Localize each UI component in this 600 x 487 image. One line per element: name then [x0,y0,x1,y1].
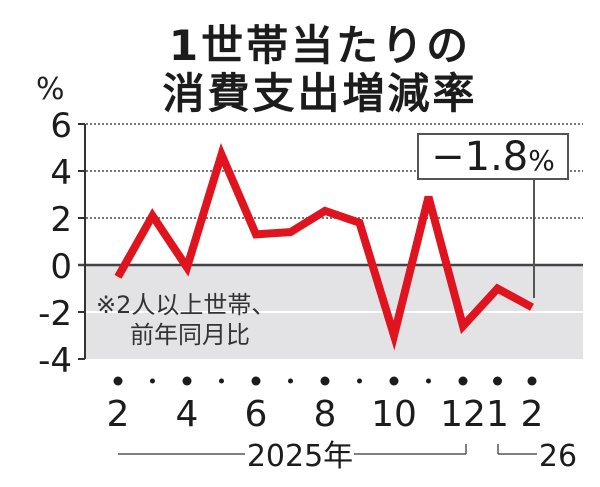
x-dot [527,376,537,386]
callout-value: −1.8 [431,134,529,180]
y-tick-minus2: -2 [38,294,72,334]
footnote-line1: ※2人以上世帯、 [96,291,276,319]
year-label-2025: 2025年 [247,439,353,474]
x-dot [113,376,123,386]
y-tick-4: 4 [50,153,72,193]
y-tick-minus4: -4 [38,341,72,381]
y-tick-6: 6 [50,106,72,146]
x-dot [320,376,330,386]
x-tick-label: 2 [107,394,130,435]
year-label-2026: 26 [539,439,577,474]
x-dot [458,376,468,386]
x-axis-dots [113,376,537,386]
y-tick-2: 2 [50,200,72,240]
chart-title-line1: 1世帯当たりの [168,21,472,70]
y-axis [78,123,86,360]
x-dot [426,378,431,384]
x-dot [288,378,293,384]
x-tick-label: 8 [314,394,337,435]
x-dot [389,376,399,386]
chart-title-line2: 消費支出増減率 [162,69,478,118]
x-dot [219,378,224,384]
y-axis-unit: % [36,72,65,107]
x-tick-label: 12 [440,394,486,435]
x-tick-label: 10 [371,394,417,435]
latest-value-callout: −1.8% [417,133,569,180]
year-bracket-2025 [118,444,467,455]
y-tick-0: 0 [50,247,72,287]
y-tick-labels: 6 4 2 0 -2 -4 [38,106,72,381]
x-dot [357,378,362,384]
x-tick-label: 2 [521,394,544,435]
x-tick-label: 4 [176,394,199,435]
x-dot [182,376,192,386]
x-dot [251,376,261,386]
x-dot [150,378,155,384]
x-tick-label: 1 [486,394,509,435]
x-dot [493,376,502,386]
year-bracket-2026 [497,444,537,455]
footnote: ※2人以上世帯、 前年同月比 [96,290,275,350]
callout-unit: % [528,144,555,177]
series-line [114,143,534,351]
footnote-line2: 前年同月比 [130,321,250,349]
x-tick-label: 6 [245,394,268,435]
x-tick-labels: 2 4 6 8 10 12 1 2 [107,394,544,435]
